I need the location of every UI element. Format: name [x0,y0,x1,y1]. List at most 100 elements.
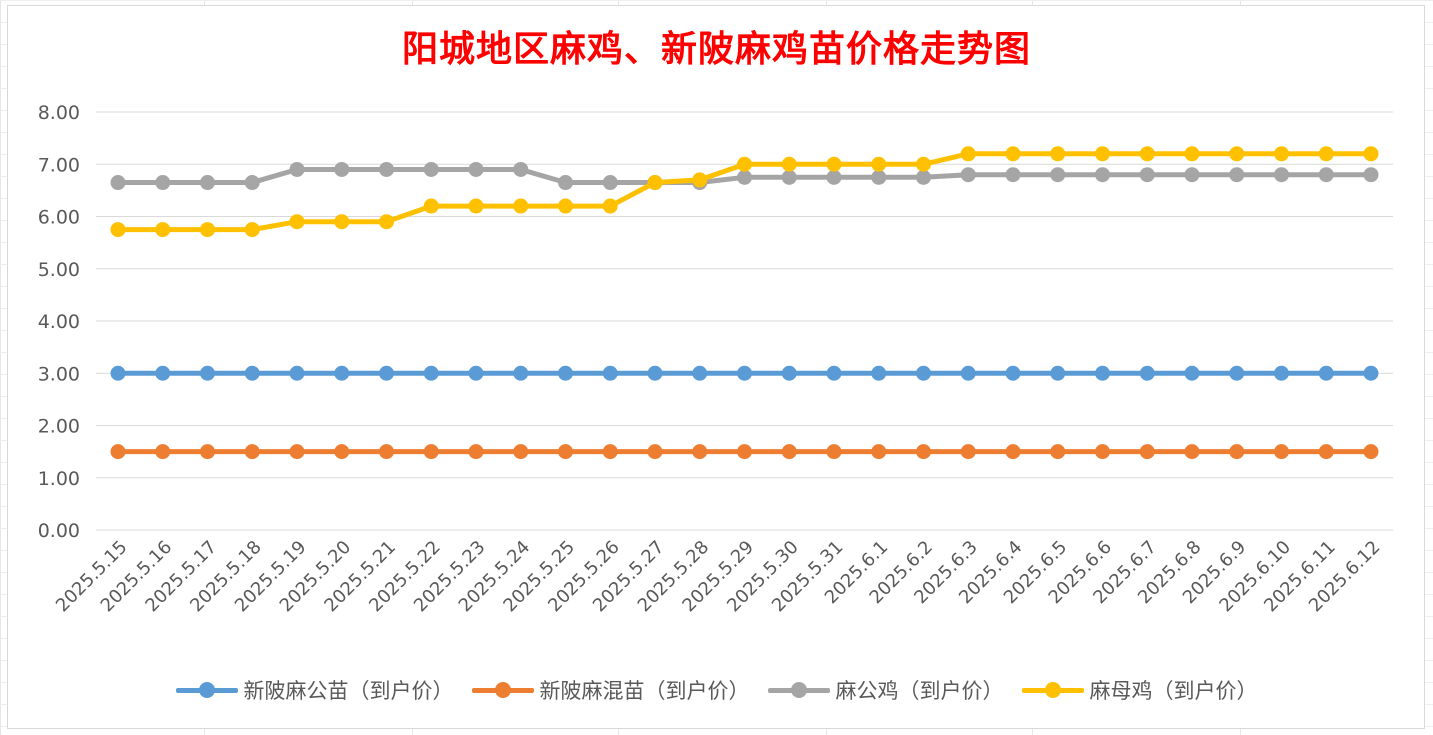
data-point [1274,365,1289,381]
data-point [110,365,126,381]
legend-label: 新陂麻公苗（到户价） [243,679,454,703]
data-point [1274,167,1289,183]
data-point [1050,167,1066,183]
data-point [692,172,708,188]
data-point [155,175,171,191]
data-point [871,169,887,185]
data-point [423,161,439,177]
data-point [692,365,708,381]
data-point [468,444,484,460]
data-point [110,444,126,460]
data-point [602,365,618,381]
data-point [1005,146,1021,162]
data-point [289,214,305,230]
data-point [289,365,305,381]
data-point [110,175,126,191]
data-point [289,161,305,177]
data-point [1005,167,1021,183]
data-point [334,214,350,230]
data-point [647,365,663,381]
data-point [1318,167,1334,183]
data-point [781,365,797,381]
data-point [871,156,887,172]
data-point [423,198,439,214]
data-point [334,365,350,381]
data-point [513,198,529,214]
data-point [1184,146,1200,162]
data-point [647,444,663,460]
data-point [826,169,842,185]
data-point [1318,444,1334,460]
data-point [826,365,842,381]
data-point [200,222,215,238]
data-point [960,444,976,460]
data-point [1095,146,1110,162]
data-point [960,167,976,183]
data-point [244,365,260,381]
legend-item: 麻母鸡（到户价） [1021,675,1258,705]
data-point [379,214,394,230]
y-tick-label: 5.00 [38,259,80,281]
y-tick-label: 1.00 [38,468,80,490]
data-point [379,161,394,177]
data-point [602,175,618,191]
data-point [916,156,931,172]
data-point [1274,444,1289,460]
y-tick-label: 2.00 [38,416,80,438]
data-point [155,222,171,238]
chart-title: 阳城地区麻鸡、新陂麻鸡苗价格走势图 [401,28,1031,70]
data-point [1229,444,1245,460]
data-point [826,156,842,172]
data-point [781,444,797,460]
data-point [558,365,573,381]
data-point [1095,167,1110,183]
data-point [155,365,171,381]
series-2 [110,444,1379,460]
data-point [737,444,752,460]
data-point [1139,167,1155,183]
data-point [1184,444,1200,460]
y-tick-label: 0.00 [38,520,80,542]
data-point [423,444,439,460]
y-tick-label: 6.00 [38,207,80,229]
data-point [737,365,752,381]
data-point [647,175,663,191]
data-point [1363,146,1379,162]
legend-swatch [175,680,238,700]
data-point [468,198,484,214]
data-point [916,365,931,381]
data-point [1095,444,1110,460]
data-point [960,365,976,381]
data-point [1318,146,1334,162]
data-point [1050,146,1066,162]
legend-label: 麻公鸡（到户价） [835,679,1004,703]
data-point [737,169,752,185]
data-point [1229,146,1245,162]
data-point [244,222,260,238]
data-point [1318,365,1334,381]
legend-swatch [1021,680,1084,700]
data-point [692,444,708,460]
y-tick-label: 7.00 [38,154,80,176]
data-point [244,444,260,460]
data-point [513,365,529,381]
data-point [1229,365,1245,381]
data-point [871,365,887,381]
data-point [1363,365,1379,381]
data-point [110,222,126,238]
data-point [737,156,752,172]
legend-label: 新陂麻混苗（到户价） [539,679,750,703]
data-point [781,169,797,185]
data-point [513,444,529,460]
data-point [1274,146,1289,162]
legend: 新陂麻公苗（到户价） 新陂麻混苗（到户价） 麻公鸡（到户价） 麻母鸡（到户价） [0,672,1433,708]
data-point [1363,167,1379,183]
legend-item: 新陂麻混苗（到户价） [471,675,750,705]
y-tick-label: 3.00 [38,363,80,385]
data-point [1139,146,1155,162]
data-point [468,365,484,381]
data-point [1229,167,1245,183]
series-4 [110,146,1379,238]
series-1 [110,365,1379,381]
